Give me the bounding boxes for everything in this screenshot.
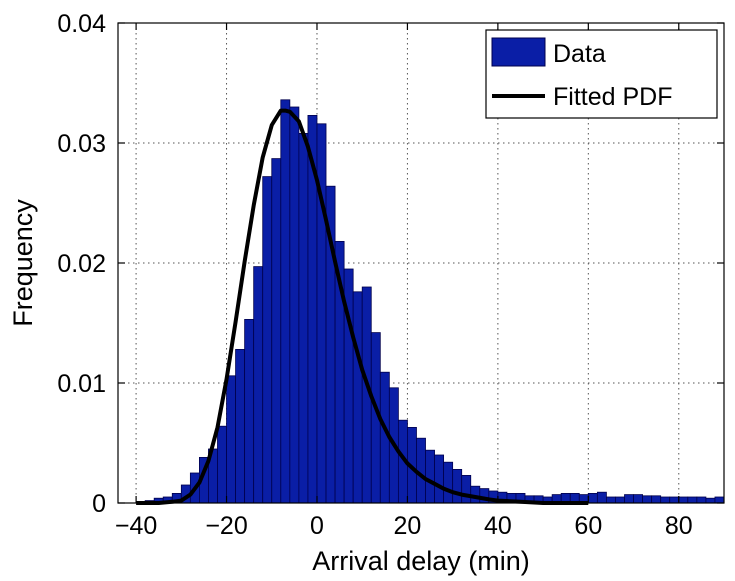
legend-data-label: Data — [553, 40, 606, 68]
histogram-bar — [687, 496, 698, 504]
x-tick-label: 60 — [574, 512, 602, 540]
x-tick-label: 20 — [394, 512, 422, 540]
x-axis-label: Arrival delay (min) — [312, 546, 530, 576]
fitted-pdf-line — [136, 108, 589, 505]
legend: Data Fitted PDF — [485, 29, 718, 119]
y-tick-label: 0 — [92, 490, 106, 518]
legend-data-swatch — [491, 37, 546, 67]
y-tick-label: 0.01 — [57, 370, 106, 398]
histogram-bar — [280, 99, 291, 504]
histogram-bar — [642, 495, 653, 504]
legend-fit-label: Fitted PDF — [553, 83, 672, 111]
y-tick-labels: 0 0.01 0.02 0.03 0.04 — [57, 10, 106, 518]
histogram-bar — [669, 496, 680, 504]
histogram-bar — [624, 494, 634, 504]
x-tick-label: −20 — [205, 512, 247, 540]
x-tick-label: 40 — [484, 512, 512, 540]
x-tick-label: 80 — [665, 512, 693, 540]
histogram-bar — [434, 454, 445, 504]
y-tick-label: 0.04 — [57, 10, 106, 38]
histogram-bar — [271, 158, 282, 504]
histogram-bar — [461, 474, 472, 504]
histogram-bar — [615, 496, 625, 504]
histogram-bar — [226, 375, 236, 504]
histogram-bar — [452, 468, 463, 504]
histogram-bar — [696, 496, 707, 504]
histogram-bar — [289, 106, 300, 504]
y-tick-label: 0.03 — [57, 130, 106, 158]
histogram-bar — [596, 491, 607, 504]
histogram-bar — [217, 425, 227, 504]
histogram-bar — [352, 291, 363, 504]
histogram-bar — [253, 266, 264, 504]
x-tick-label: 0 — [310, 512, 324, 540]
histogram-bar — [235, 348, 246, 504]
axis-ticks — [118, 22, 724, 504]
histogram-bar — [298, 132, 309, 504]
histogram-bar — [443, 461, 454, 504]
histogram-bar — [651, 495, 662, 504]
histogram-bar — [678, 496, 689, 504]
y-tick-label: 0.02 — [57, 250, 106, 278]
histogram-bar — [633, 494, 643, 504]
histogram-bar — [705, 497, 716, 504]
y-axis-label: Frequency — [8, 199, 38, 327]
histogram-bar — [606, 496, 616, 504]
histogram-bar — [425, 449, 435, 504]
histogram-bar — [660, 496, 671, 504]
x-tick-labels: −40 −20 0 20 40 60 80 — [115, 512, 693, 540]
histogram-bar — [714, 496, 725, 504]
histogram-bar — [262, 176, 273, 504]
x-tick-label: −40 — [115, 512, 157, 540]
histogram-bar — [587, 492, 598, 504]
histogram-bar — [244, 318, 255, 504]
